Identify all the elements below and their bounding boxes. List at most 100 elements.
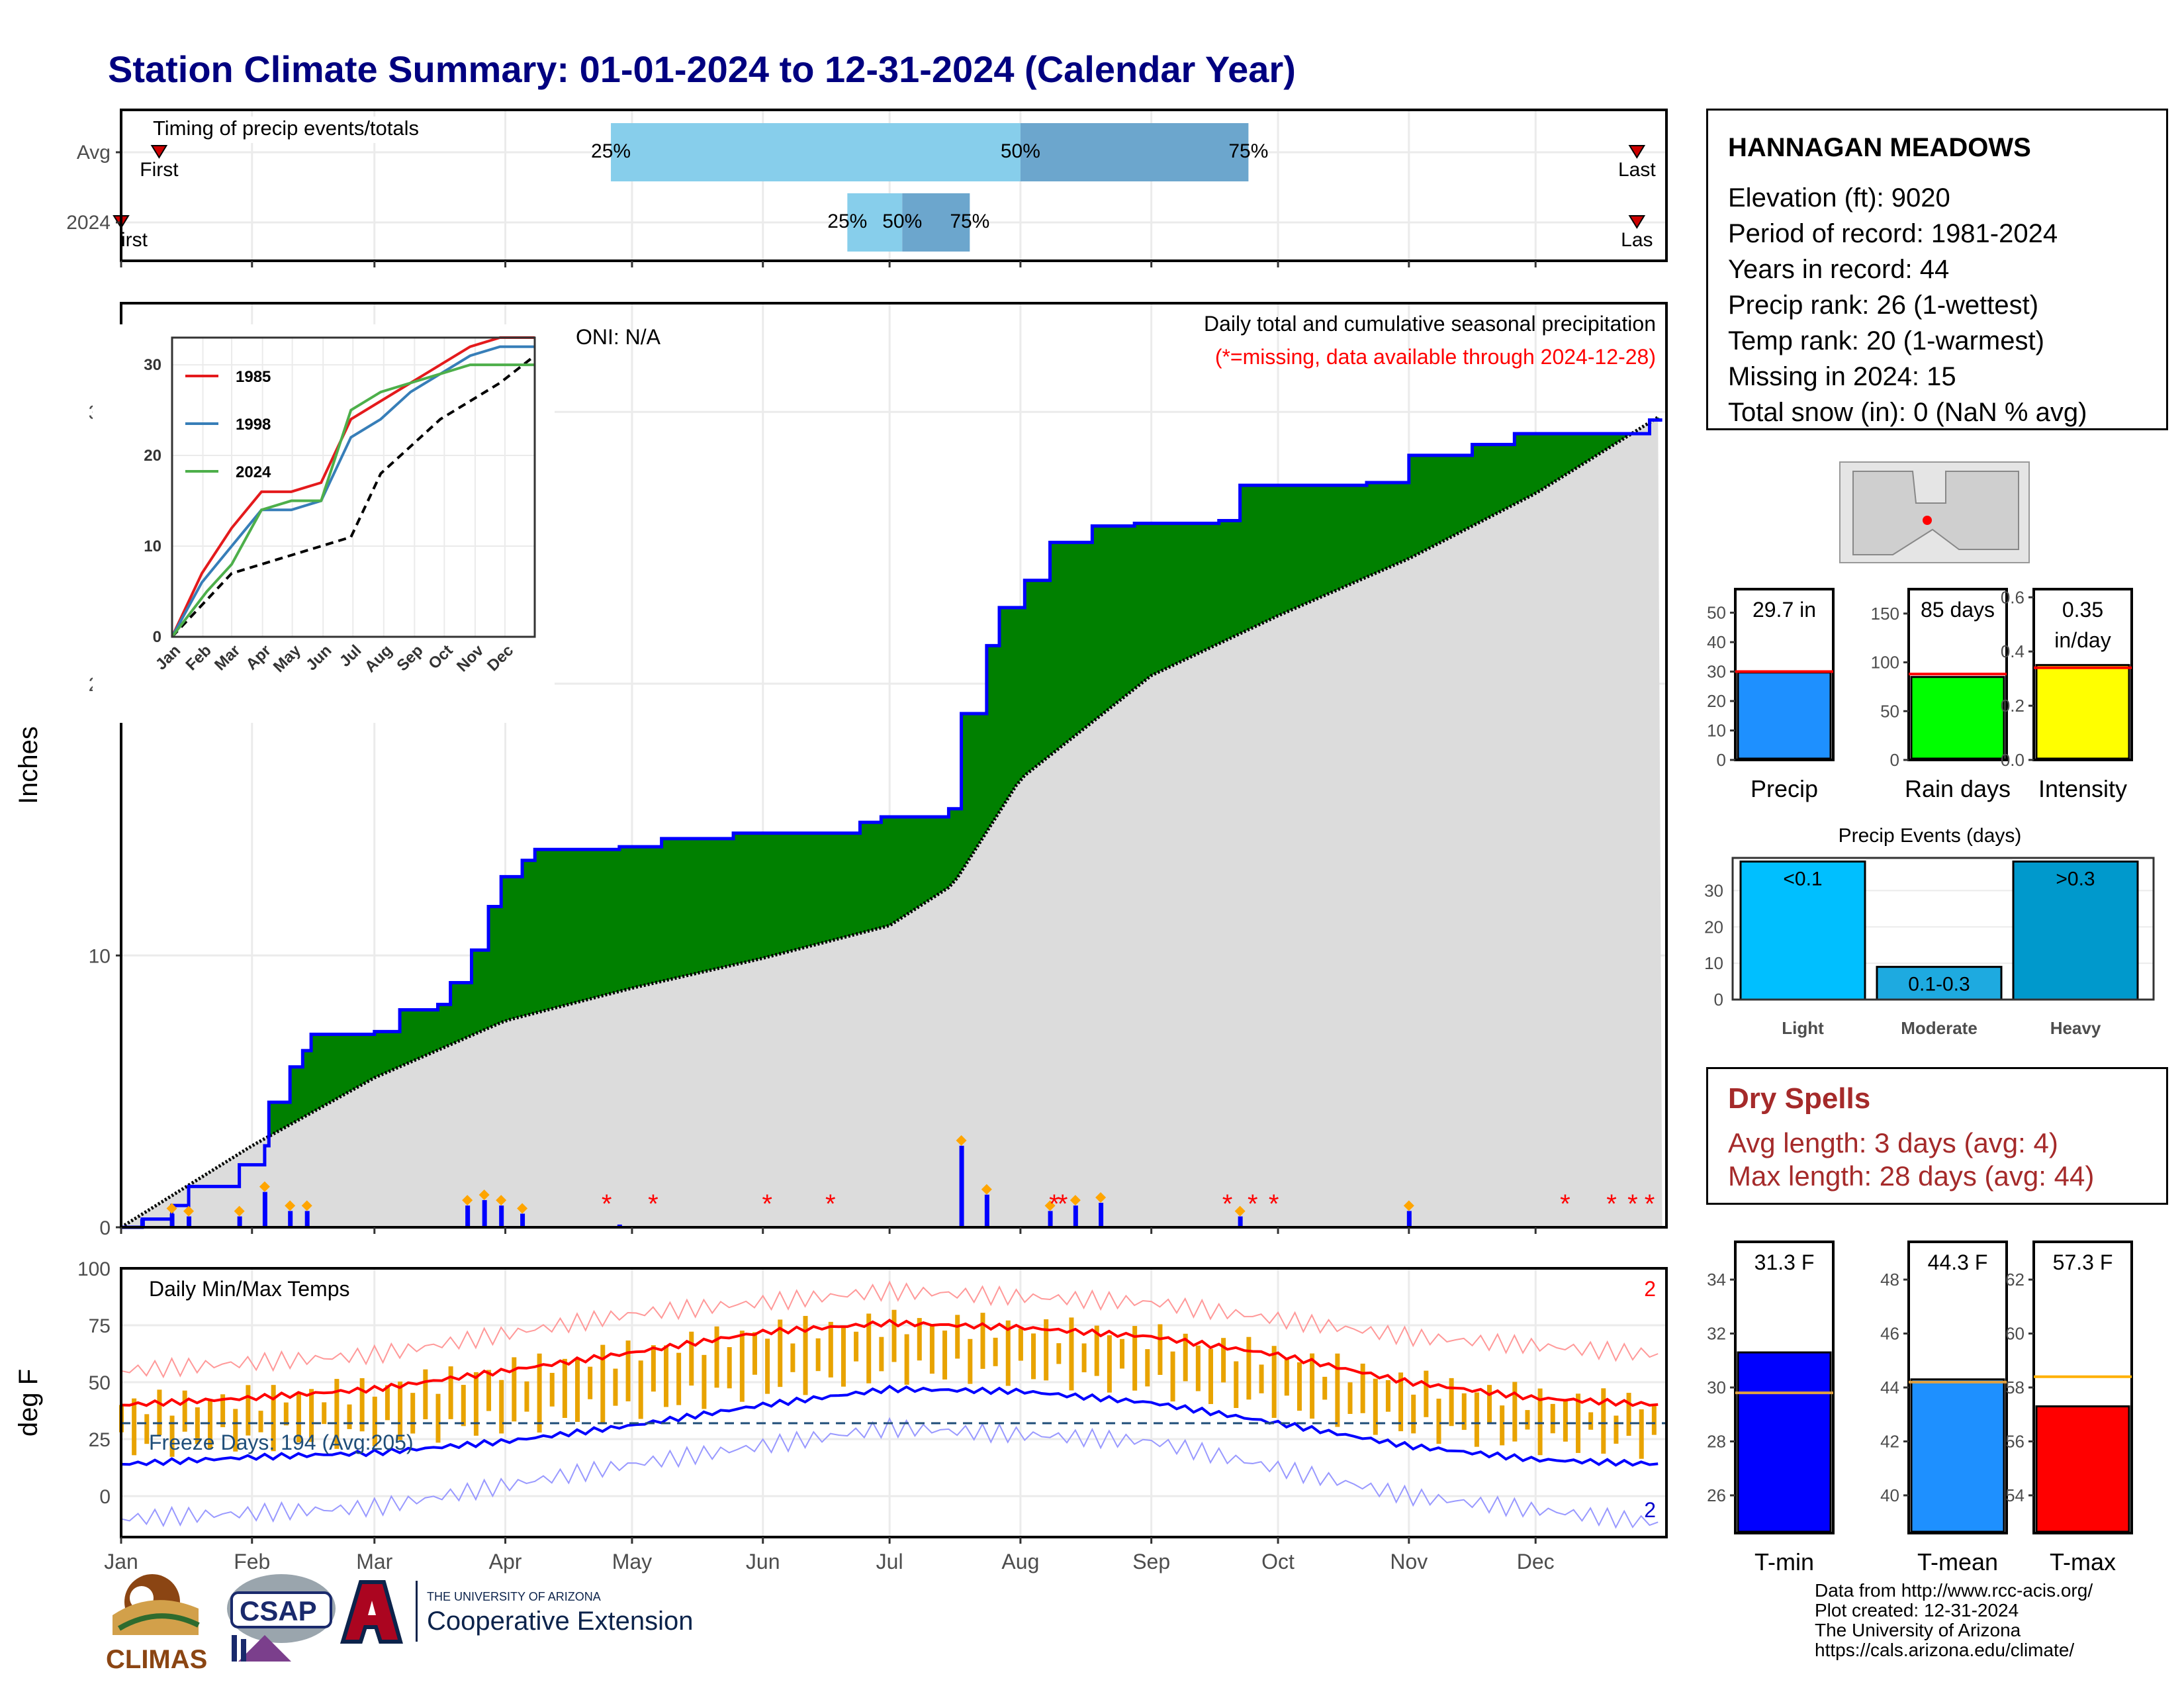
missing-day-marker: * [1248,1190,1258,1219]
temp-ytick-label: 50 [89,1372,111,1394]
daily-precip-marker [183,1205,195,1217]
daily-temp-range-bar [283,1402,289,1426]
logos-bar: CLIMAS CSAP THE UNIVERSITY OF ARIZONA Co… [106,1574,693,1674]
daily-precip-bar [237,1216,242,1227]
summary-ytick-label: 28 [1707,1431,1726,1451]
events-ytick-label: 10 [1704,953,1723,973]
summary-ytick-label: 26 [1707,1485,1726,1505]
daily-temp-range-bar [309,1389,314,1442]
inset-legend-label: 2024 [236,463,271,481]
summary-ytick-label: 150 [1871,604,1899,624]
month-axis-label: Nov [1390,1550,1428,1573]
record-low-count: 2 [1644,1498,1656,1522]
summary-ytick-label: 0 [1890,750,1899,770]
timing-panel-border [120,109,1668,262]
timing-p50-label: 50% [882,211,922,232]
timing-title-bg [123,117,467,143]
summary-ytick-label: 56 [2005,1431,2025,1451]
daily-temp-range-bar [942,1331,948,1380]
inset-legend-label: 1998 [236,416,271,434]
daily-temp-range-bar [1132,1326,1138,1391]
credit-university: The University of Arizona [1815,1620,2021,1640]
summary-ytick-label: 58 [2005,1378,2025,1397]
daily-temp-range-bar [347,1404,352,1429]
station-name: HANNAGAN MEADOWS [1728,133,2031,162]
summary-value-label: 29.7 in [1752,598,1816,622]
daily-temp-range-bar [1056,1343,1062,1364]
summary-ytick-label: 0.4 [2001,641,2025,661]
daily-precip-bar [187,1216,192,1227]
daily-temp-range-bar [435,1393,441,1443]
ua-small-text: THE UNIVERSITY OF ARIZONA [427,1590,601,1603]
daily-temp-range-bar [600,1344,606,1423]
daily-precip-marker [478,1189,490,1200]
daily-precip-bar [262,1192,267,1227]
ua-logo: THE UNIVERSITY OF ARIZONA Cooperative Ex… [340,1580,693,1644]
events-bar [1739,860,1866,1001]
missing-day-marker: * [1560,1190,1570,1219]
missing-day-marker: * [648,1190,659,1219]
events-panel-border [1731,857,2155,1001]
station-snow: Total snow (in): 0 (NaN % avg) [1728,398,2087,427]
daily-temp-range-bar [1208,1348,1213,1405]
daily-temp-range-bar [537,1353,542,1433]
timing-p50-label: 50% [1001,140,1040,162]
daily-temp-range-bar [220,1394,226,1427]
daily-precip-bar [617,1224,622,1227]
daily-precip-marker [462,1195,473,1206]
daily-temp-range-bar [334,1379,340,1449]
page-title: Station Climate Summary: 01-01-2024 to 1… [108,48,1296,90]
events-ytick-label: 30 [1704,880,1723,900]
summary-ytick-label: 46 [1880,1324,1899,1344]
station-precip-rank: Precip rank: 26 (1-wettest) [1728,291,2039,320]
dry-spells-box: Dry Spells Avg length: 3 days (avg: 4) M… [1706,1067,2168,1205]
precip-panel-border [120,302,1668,1229]
missing-day-marker: * [1627,1190,1638,1219]
summary-ytick-label: 20 [1707,691,1726,711]
daily-temp-range-bar [1487,1385,1492,1423]
temp-panel-border [120,1267,1668,1538]
daily-temp-range-bar [651,1345,656,1392]
events-category-label: Moderate [1901,1018,1978,1038]
daily-temp-range-bar [854,1331,859,1362]
timing-row-label: Avg [77,142,111,164]
timing-bar-25-50 [611,123,1021,181]
daily-precip-marker [301,1200,312,1211]
daily-temp-range-bar [182,1390,187,1432]
summary-axis-label: T-mean [1917,1548,1998,1575]
daily-precip-bar [1048,1211,1053,1227]
inset-avg-line [171,354,536,638]
csap-logo-text: CSAP [240,1595,317,1626]
daily-temp-range-bar [398,1382,403,1440]
daily-temp-range-bar [714,1326,719,1388]
summary-axis-label: Intensity [2038,775,2127,802]
daily-temp-range-bar [423,1369,428,1420]
month-axis-label: Aug [1001,1550,1039,1573]
missing-day-marker: * [1645,1190,1655,1219]
timing-row-label: 2024 [66,212,111,234]
inset-series-line [171,363,535,638]
daily-temp-range-bar [524,1381,529,1412]
daily-temp-range-bar [638,1360,643,1419]
daily-temp-range-bar [1537,1388,1543,1456]
daily-precip-marker [981,1184,992,1195]
avg-min-line [120,1384,1659,1467]
daily-temp-range-bar [512,1357,517,1422]
daily-temp-range-bar [968,1338,973,1384]
daily-temp-range-bar [1044,1319,1049,1381]
daily-temp-range-bar [727,1347,732,1389]
daily-temp-range-bar [1158,1324,1163,1376]
daily-temp-range-bar [803,1315,808,1395]
daily-precip-marker [496,1195,507,1206]
precip-ytick-label: 10 [89,945,111,967]
daily-temp-range-bar [359,1378,365,1432]
daily-temp-range-bar [258,1411,263,1432]
daily-temp-range-bar [1069,1317,1074,1391]
inset-ytick-label: 0 [153,628,161,646]
daily-precip-bar [959,1145,964,1227]
daily-temp-range-bar [778,1319,783,1387]
summary-ytick-label: 0.0 [2001,750,2025,770]
daily-temp-range-bar [1018,1328,1023,1361]
daily-temp-range-bar [473,1372,478,1436]
daily-temp-range-bar [955,1315,960,1359]
